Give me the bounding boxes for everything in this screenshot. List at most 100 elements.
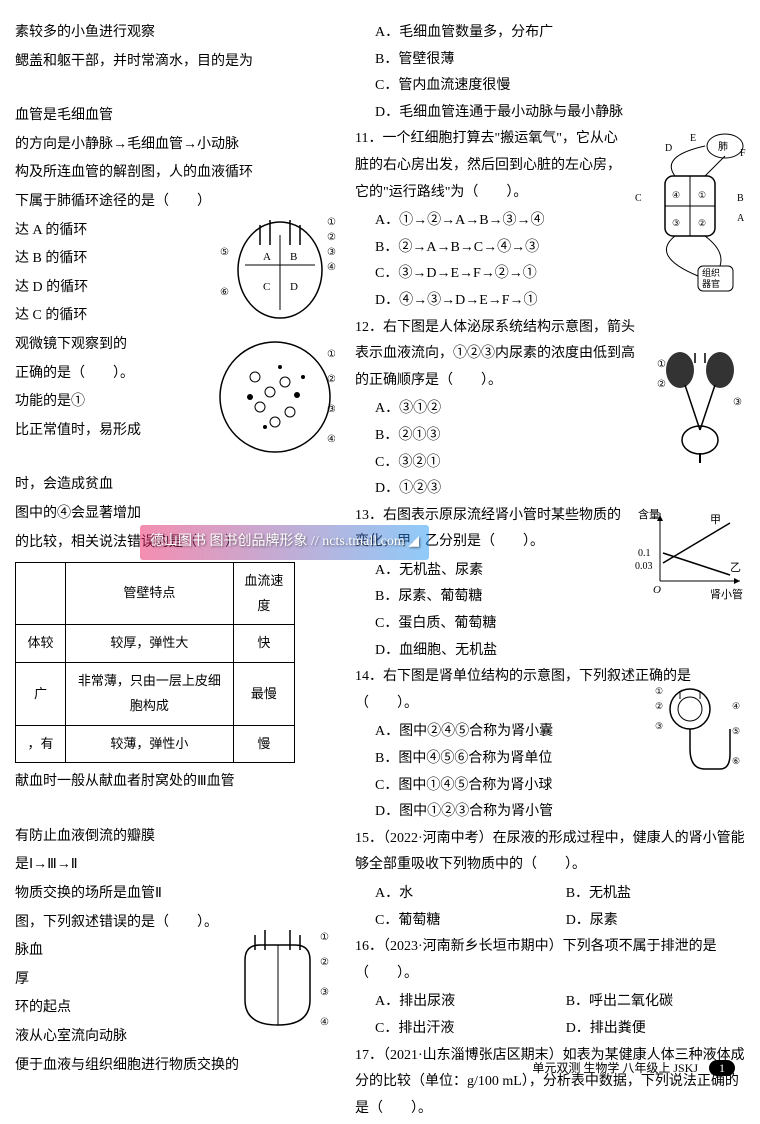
option: D．排出粪便 bbox=[546, 1016, 733, 1043]
text-frag: 时，会造成贫血 bbox=[15, 472, 335, 499]
svg-text:A: A bbox=[263, 251, 271, 263]
svg-text:①: ① bbox=[327, 349, 335, 360]
td: 体较 bbox=[16, 625, 66, 663]
text-frag: 的比较，相关说法错误的是（ ） bbox=[15, 530, 335, 557]
svg-text:C: C bbox=[635, 193, 642, 204]
svg-text:C: C bbox=[263, 281, 270, 293]
td: 最慢 bbox=[233, 663, 294, 725]
svg-text:O: O bbox=[653, 584, 661, 596]
option: A．排出尿液 bbox=[355, 989, 542, 1016]
th: 管壁特点 bbox=[66, 563, 234, 625]
svg-text:D: D bbox=[665, 143, 672, 154]
svg-text:乙: 乙 bbox=[730, 561, 741, 574]
concentration-graph-icon: 含量 肾小管 甲 乙 0.1 0.03 O bbox=[635, 503, 750, 603]
text-frag: 便于血液与组织细胞进行物质交换的 bbox=[15, 1053, 335, 1080]
circulation-diagram-icon: 肺 组织 器官 ④ ① ③ ② C A B D E F bbox=[630, 126, 750, 301]
heart-section-diagram-icon: ① ② ③ ④ bbox=[220, 920, 335, 1035]
blood-cells-diagram-icon: ① ② ③ ④ bbox=[215, 337, 335, 457]
option: D．①②③ bbox=[355, 476, 745, 503]
svg-text:①: ① bbox=[655, 686, 663, 696]
question-17: 17．（2021·山东淄博张店区期末）如表为某健康人体三种液体成分的比较（单位：… bbox=[355, 1043, 745, 1123]
svg-text:⑥: ⑥ bbox=[220, 287, 229, 298]
nephron-diagram-icon: ① ② ③ ④ ⑤ ⑥ bbox=[650, 679, 745, 789]
svg-text:⑤: ⑤ bbox=[732, 726, 740, 736]
svg-text:④: ④ bbox=[732, 701, 740, 711]
main-columns: 素较多的小鱼进行观察 鳃盖和躯干部，并时常滴水，目的是为 血管是毛细血管 的方向… bbox=[15, 20, 745, 1124]
option: C．蛋白质、葡萄糖 bbox=[355, 611, 745, 638]
svg-text:①: ① bbox=[327, 217, 336, 228]
text-frag: 献血时一般从献血者肘窝处的Ⅲ血管 bbox=[15, 769, 335, 796]
vessel-table: 管壁特点 血流速度 体较 较厚，弹性大 快 广 非常薄，只由一层上皮细胞构成 最… bbox=[15, 562, 295, 763]
svg-text:②: ② bbox=[327, 374, 335, 385]
text-frag: 的方向是小静脉→毛细血管→小动脉 bbox=[15, 132, 335, 159]
svg-text:0.03: 0.03 bbox=[635, 561, 653, 572]
option: D．尿素 bbox=[546, 908, 733, 935]
td: 广 bbox=[16, 663, 66, 725]
svg-text:甲: 甲 bbox=[710, 514, 721, 526]
option: C．管内血流速度很慢 bbox=[355, 73, 745, 100]
svg-text:⑥: ⑥ bbox=[732, 756, 740, 766]
option: C．葡萄糖 bbox=[355, 908, 542, 935]
svg-text:④: ④ bbox=[327, 262, 336, 273]
svg-text:0.1: 0.1 bbox=[638, 548, 651, 559]
svg-text:③: ③ bbox=[733, 397, 742, 408]
option: B．呼出二氧化碳 bbox=[546, 989, 733, 1016]
question-15: 15．（2022·河南中考）在尿液的形成过程中，健康人的肾小管能够全部重吸收下列… bbox=[355, 826, 745, 879]
svg-text:③: ③ bbox=[672, 218, 680, 228]
svg-text:B: B bbox=[290, 251, 297, 263]
svg-text:器官: 器官 bbox=[702, 278, 720, 289]
urinary-system-diagram-icon: ① ② ③ bbox=[655, 345, 745, 465]
svg-text:③: ③ bbox=[327, 404, 335, 415]
text-frag: 构及所连血管的解剖图，人的血液循环 bbox=[15, 160, 335, 187]
text-frag: 是Ⅰ→Ⅲ→Ⅱ bbox=[15, 852, 335, 879]
th: 血流速度 bbox=[233, 563, 294, 625]
text-frag: 有防止血液倒流的瓣膜 bbox=[15, 824, 335, 851]
td: 快 bbox=[233, 625, 294, 663]
left-column: 素较多的小鱼进行观察 鳃盖和躯干部，并时常滴水，目的是为 血管是毛细血管 的方向… bbox=[15, 20, 335, 1124]
svg-text:B: B bbox=[737, 193, 744, 204]
svg-text:肺: 肺 bbox=[718, 141, 728, 153]
option: D．毛细血管连通于最小动脉与最小静脉 bbox=[355, 100, 745, 127]
text-frag: 素较多的小鱼进行观察 bbox=[15, 20, 335, 47]
right-column: A．毛细血管数量多，分布广 B．管壁很薄 C．管内血流速度很慢 D．毛细血管连通… bbox=[355, 20, 745, 1124]
svg-text:④: ④ bbox=[672, 190, 680, 200]
svg-text:F: F bbox=[740, 148, 746, 159]
svg-text:①: ① bbox=[698, 190, 706, 200]
heart-diagram-icon: A B C D ① ② ③ ④ ⑤ ⑥ bbox=[215, 195, 345, 325]
svg-text:④: ④ bbox=[320, 1017, 329, 1028]
option: C．排出汗液 bbox=[355, 1016, 542, 1043]
option: B．管壁很薄 bbox=[355, 47, 745, 74]
svg-text:④: ④ bbox=[327, 434, 335, 445]
text-frag: 血管是毛细血管 bbox=[15, 103, 335, 130]
svg-text:②: ② bbox=[320, 957, 329, 968]
text-frag: 物质交换的场所是血管Ⅱ bbox=[15, 881, 335, 908]
svg-text:③: ③ bbox=[320, 987, 329, 998]
svg-text:②: ② bbox=[698, 218, 706, 228]
option: D．图中①②③合称为肾小管 bbox=[355, 799, 745, 826]
svg-text:含量: 含量 bbox=[638, 507, 660, 521]
option: D．血细胞、无机盐 bbox=[355, 638, 745, 665]
svg-text:③: ③ bbox=[327, 247, 336, 258]
option: A．水 bbox=[355, 881, 542, 908]
page-number: 1 bbox=[709, 1060, 735, 1076]
svg-text:⑤: ⑤ bbox=[220, 247, 229, 258]
td: ，有 bbox=[16, 725, 66, 763]
svg-text:②: ② bbox=[327, 232, 336, 243]
option: A．毛细血管数量多，分布广 bbox=[355, 20, 745, 47]
td: 较厚，弹性大 bbox=[66, 625, 234, 663]
question-16: 16．（2023·河南新乡长垣市期中）下列各项不属于排泄的是（ ）。 bbox=[355, 934, 745, 987]
page-footer: 单元双测 生物学 八年级上 JSKJ 1 bbox=[532, 1057, 735, 1080]
text-frag: 鳃盖和躯干部，并时常滴水，目的是为 bbox=[15, 49, 335, 76]
option: B．无机盐 bbox=[546, 881, 733, 908]
svg-text:组织: 组织 bbox=[702, 267, 720, 278]
svg-text:A: A bbox=[737, 213, 745, 224]
footer-text: 单元双测 生物学 八年级上 JSKJ bbox=[532, 1061, 698, 1075]
td: 慢 bbox=[233, 725, 294, 763]
svg-text:D: D bbox=[290, 281, 298, 293]
td: 非常薄，只由一层上皮细胞构成 bbox=[66, 663, 234, 725]
svg-text:③: ③ bbox=[655, 721, 663, 731]
text-frag: 图中的④会显著增加 bbox=[15, 501, 335, 528]
td: 较薄，弹性小 bbox=[66, 725, 234, 763]
svg-text:E: E bbox=[690, 133, 696, 144]
svg-text:①: ① bbox=[657, 359, 666, 370]
